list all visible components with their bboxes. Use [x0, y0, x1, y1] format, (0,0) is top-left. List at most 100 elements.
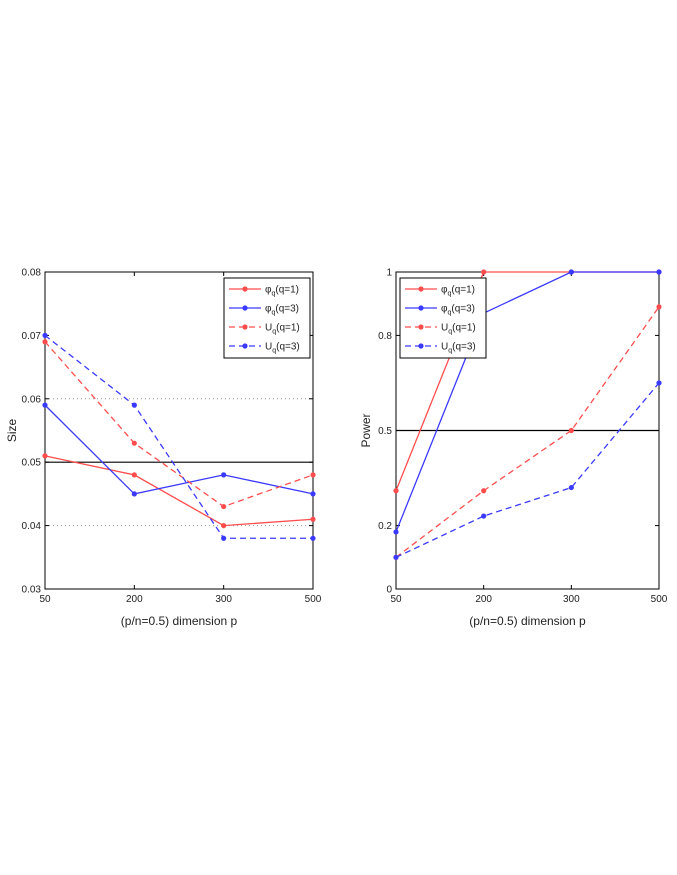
data-point [221, 472, 227, 478]
data-point [393, 488, 399, 494]
legend-entry-rest: (q=3) [276, 342, 300, 353]
legend-entry-main: U [265, 323, 272, 334]
data-point [310, 516, 316, 522]
series-line-3 [395, 382, 660, 558]
power-panel: 0 0.2 0.5 0.8 1 50 200 300 500 (p/n=0.5) dimensio… [359, 268, 668, 629]
legend-entry-main: φ [441, 285, 448, 296]
data-point [656, 304, 662, 310]
legend-marker [418, 343, 424, 349]
y-tick-label: 0.08 [22, 268, 42, 279]
data-point [568, 427, 574, 434]
legend-entry-sub: q [272, 348, 276, 355]
series-line-2 [44, 341, 314, 508]
legend-entry-sub: q [448, 348, 452, 355]
y-tick-label: 0.04 [22, 521, 42, 532]
legend-entry-rest: (q=1) [275, 285, 299, 296]
data-point [221, 503, 227, 510]
series-line-2 [395, 306, 660, 558]
legend-entry-sub: q [271, 310, 275, 317]
data-point [131, 472, 137, 478]
legend: φq(q=1)φq(q=3)Uq(q=1)Uq(q=3) [399, 277, 487, 359]
data-point [481, 513, 487, 519]
data-point [310, 535, 316, 541]
data-point [42, 402, 48, 408]
y-tick-label: 0.06 [22, 394, 42, 405]
data-point [42, 339, 48, 345]
legend-entry-rest: (q=1) [276, 323, 300, 334]
legend-entry-main: φ [265, 285, 272, 296]
data-point [310, 491, 316, 497]
data-point [656, 269, 662, 275]
legend-entry-sub: q [271, 291, 275, 298]
legend-entry-main: φ [441, 304, 448, 315]
legend-entry-rest: (q=3) [452, 342, 476, 353]
y-tick-label: 1 [386, 268, 392, 279]
legend-entry-main: U [265, 342, 272, 353]
data-point [131, 440, 137, 446]
x-axis-label: (p/n=0.5) dimension p [469, 614, 586, 628]
legend-marker [242, 324, 248, 330]
x-tick-label: 50 [39, 594, 51, 605]
legend-marker [242, 343, 248, 349]
legend-entry-rest: (q=1) [451, 285, 475, 296]
data-point [310, 472, 316, 478]
y-tick-label: 0 [386, 585, 392, 596]
data-point [42, 332, 48, 338]
legend-entry: Uq(q=3) [441, 342, 476, 355]
legend-entry: φq(q=1) [265, 285, 299, 298]
data-point [481, 269, 487, 275]
plot-frame [44, 271, 314, 590]
data-point [393, 529, 399, 535]
data-point [481, 488, 487, 494]
y-tick-label: 0.05 [22, 458, 42, 469]
y-axis-label: Power [359, 413, 373, 447]
series-line-0 [44, 455, 314, 527]
legend-entry-rest: (q=1) [452, 323, 476, 334]
legend-entry-main: U [441, 323, 448, 334]
legend-entry-sub: q [448, 329, 452, 336]
series-line-1 [395, 271, 659, 533]
y-tick-label: 0.5 [378, 426, 392, 437]
data-point [393, 554, 399, 560]
legend-entry: φq(q=3) [441, 304, 475, 317]
series-line-1 [44, 404, 314, 495]
legend-entry: Uq(q=1) [265, 323, 300, 336]
data-point [656, 380, 662, 386]
legend-entry-sub: q [447, 310, 451, 317]
y-axis-label: Size [5, 419, 19, 443]
legend-marker [242, 305, 248, 311]
x-tick-label: 200 [126, 594, 143, 605]
legend-entry-sub: q [447, 291, 451, 298]
legend-entry-main: U [441, 342, 448, 353]
size-panel: 0.03 0.04 0.05 0.06 0.07 0.08 50 200 300 500 (p/n=… [5, 268, 322, 629]
data-point [221, 523, 227, 529]
x-tick-label: 300 [563, 594, 580, 605]
data-point [131, 491, 137, 497]
y-tick-label: 0.07 [22, 331, 42, 342]
legend-entry-rest: (q=3) [275, 304, 299, 315]
x-tick-label: 500 [305, 594, 322, 605]
x-tick-label: 500 [651, 594, 668, 605]
legend: φq(q=1)φq(q=3)Uq(q=1)Uq(q=3) [223, 277, 311, 359]
legend-box [223, 277, 311, 359]
legend-entry-main: φ [265, 304, 272, 315]
legend-entry: φq(q=3) [265, 304, 299, 317]
y-tick-label: 0.2 [378, 521, 392, 532]
legend-entry-rest: (q=3) [451, 304, 475, 315]
legend-marker [242, 286, 248, 292]
x-tick-label: 300 [215, 594, 232, 605]
series-line-3 [44, 334, 313, 539]
y-tick-label: 0.03 [22, 585, 42, 596]
data-point [568, 269, 574, 275]
legend-marker [418, 324, 424, 330]
x-tick-label: 50 [390, 594, 402, 605]
x-axis-label: (p/n=0.5) dimension p [121, 614, 238, 628]
legend-entry: Uq(q=1) [441, 323, 476, 336]
legend-marker [418, 286, 424, 292]
y-tick-label: 0.8 [378, 331, 392, 342]
data-point [221, 535, 227, 541]
data-point [42, 453, 48, 459]
legend-box [399, 277, 487, 359]
data-point [131, 402, 137, 408]
